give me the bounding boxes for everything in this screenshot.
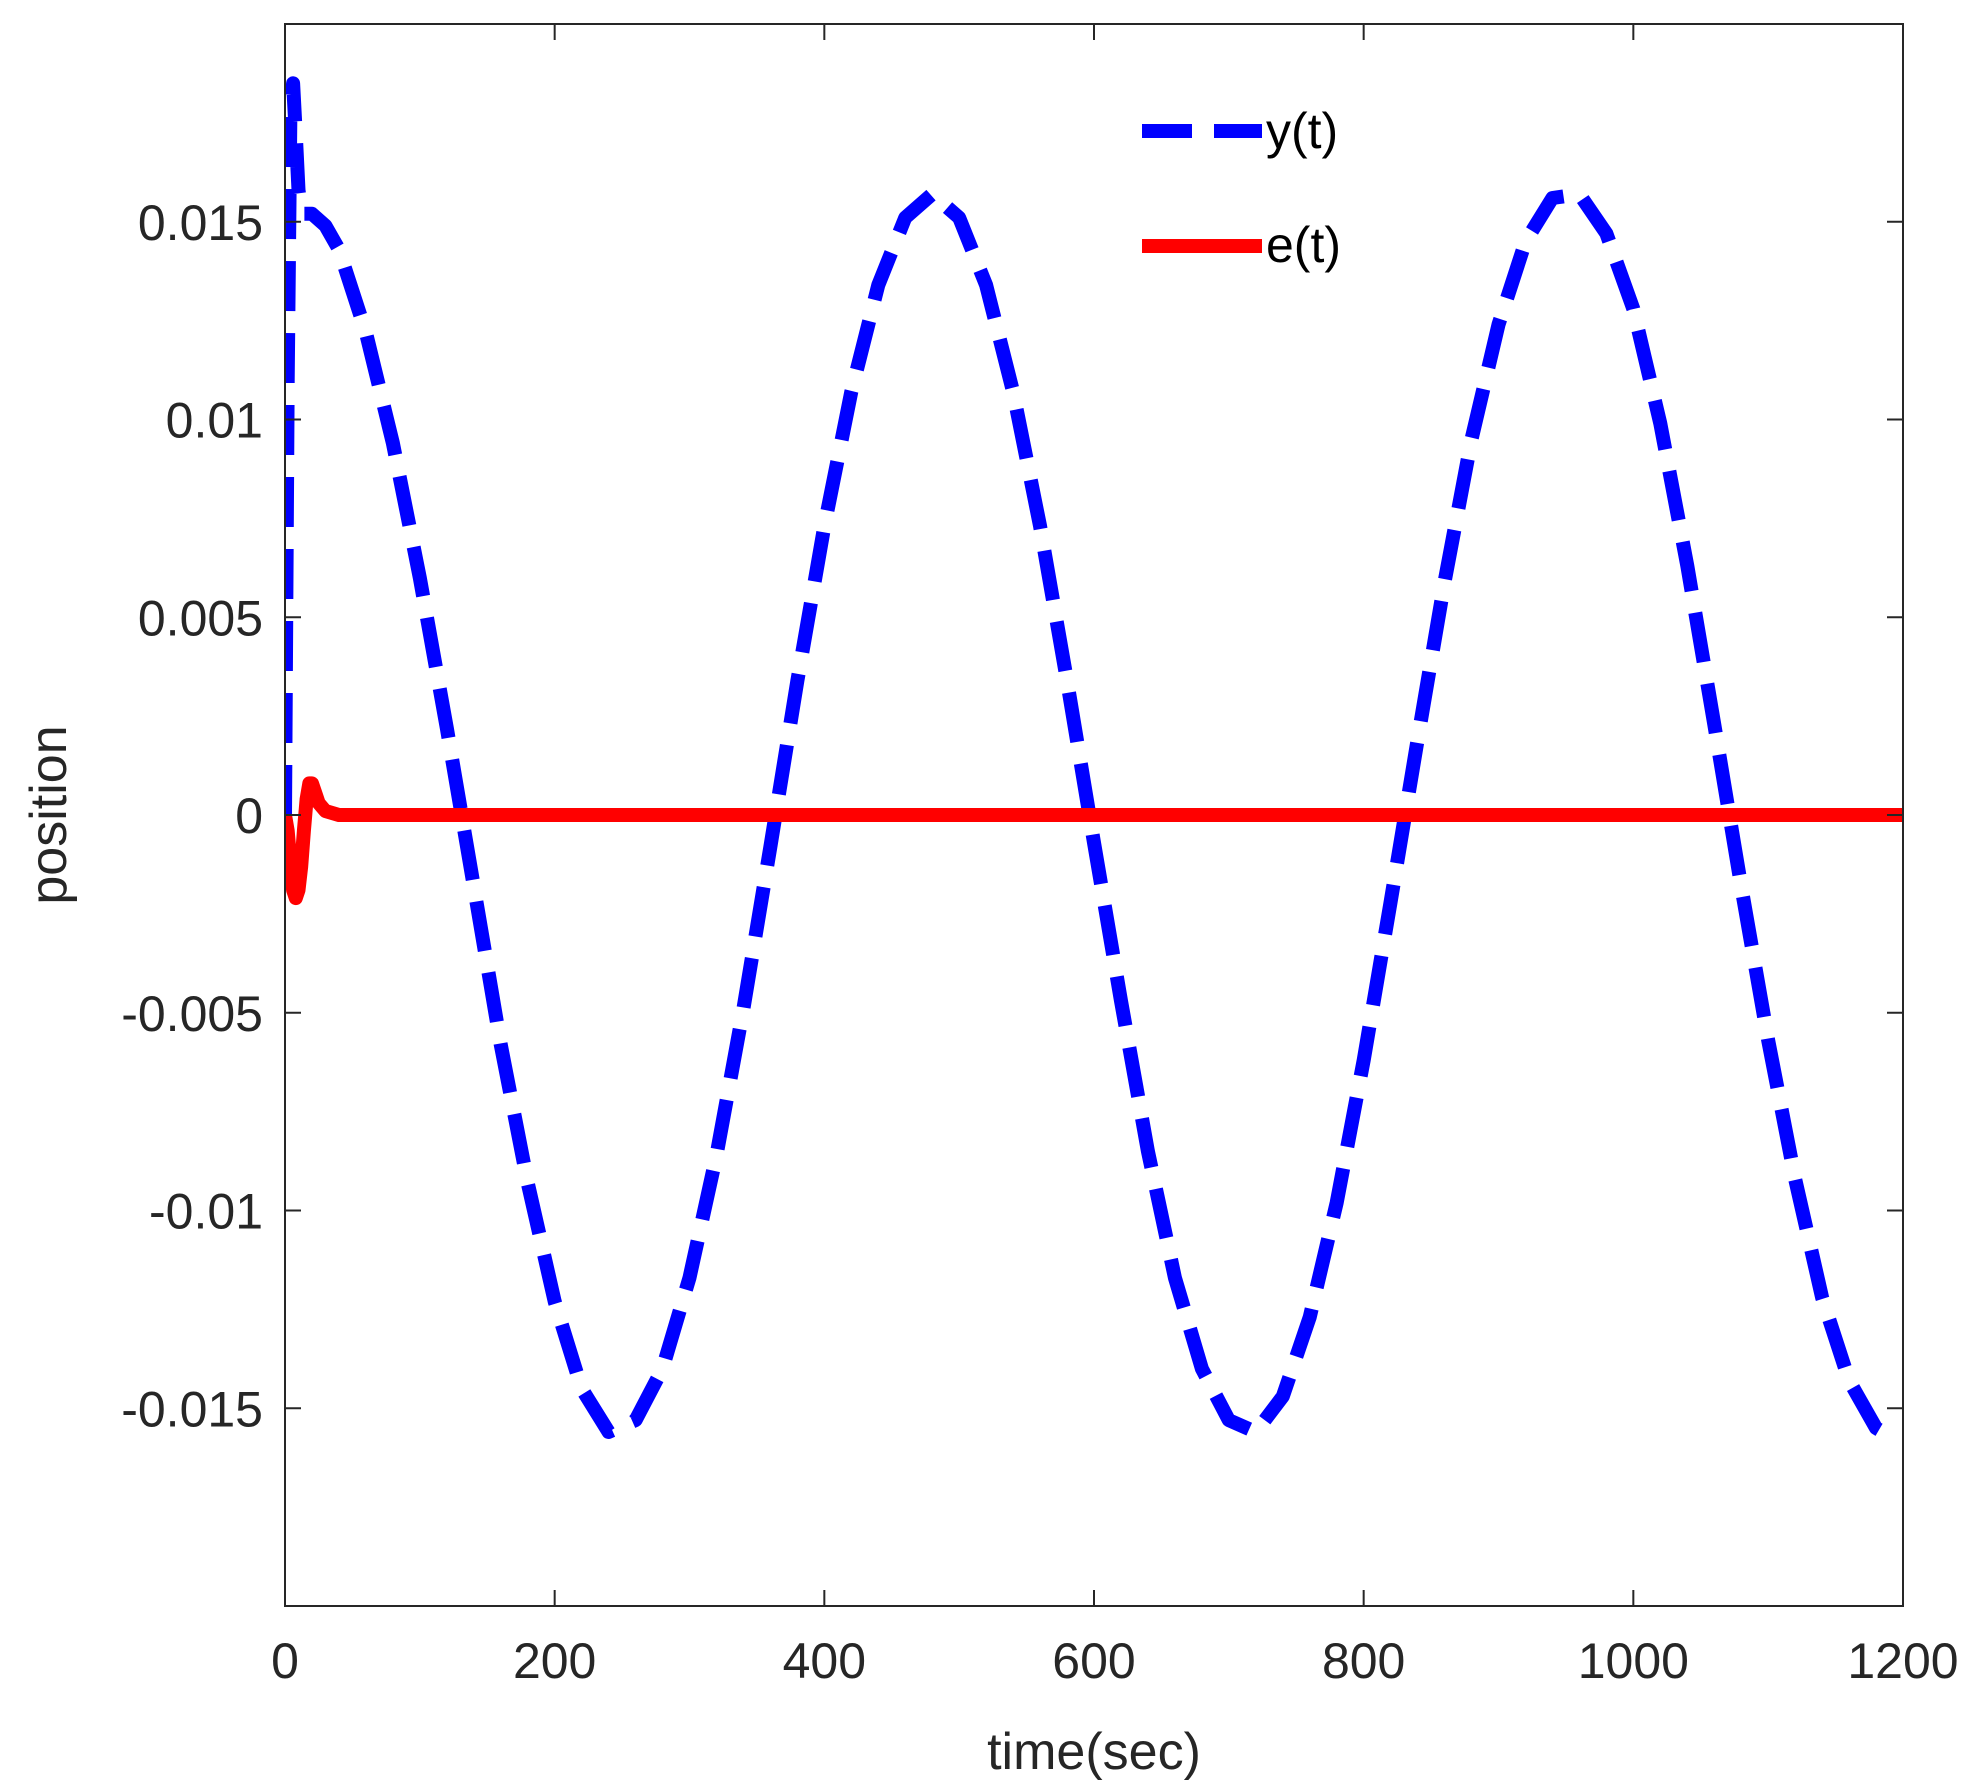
x-tick-label: 0 — [271, 1633, 299, 1689]
x-tick-label: 800 — [1322, 1633, 1405, 1689]
series-line-y — [285, 76, 1894, 1442]
y-tick-label: 0 — [235, 788, 263, 844]
y-tick-label: -0.01 — [149, 1184, 263, 1240]
y-tick-label: 0.01 — [166, 393, 263, 449]
y-tick-label: -0.005 — [121, 986, 263, 1042]
y-tick-label: -0.015 — [121, 1381, 263, 1437]
x-tick-label: 600 — [1052, 1633, 1135, 1689]
legend-label-e: e(t) — [1266, 217, 1341, 273]
legend: y(t) e(t) — [1142, 103, 1341, 273]
series-layer — [285, 76, 1903, 1442]
x-tick-label: 200 — [513, 1633, 596, 1689]
y-tick-label: 0.005 — [138, 590, 263, 646]
x-tick-label: 1000 — [1578, 1633, 1689, 1689]
x-axis-label: time(sec) — [987, 1723, 1201, 1781]
y-axis-label: position — [20, 725, 78, 904]
x-tick-label: 1200 — [1847, 1633, 1958, 1689]
y-tick-label: 0.015 — [138, 195, 263, 251]
series-line-e — [285, 776, 1903, 906]
axis-ticks: 0 200 400 600 800 1000 1200 -0.015 -0.01 -0.005 0 0… — [121, 24, 1959, 1689]
x-tick-label: 400 — [783, 1633, 866, 1689]
legend-label-y: y(t) — [1266, 103, 1338, 159]
